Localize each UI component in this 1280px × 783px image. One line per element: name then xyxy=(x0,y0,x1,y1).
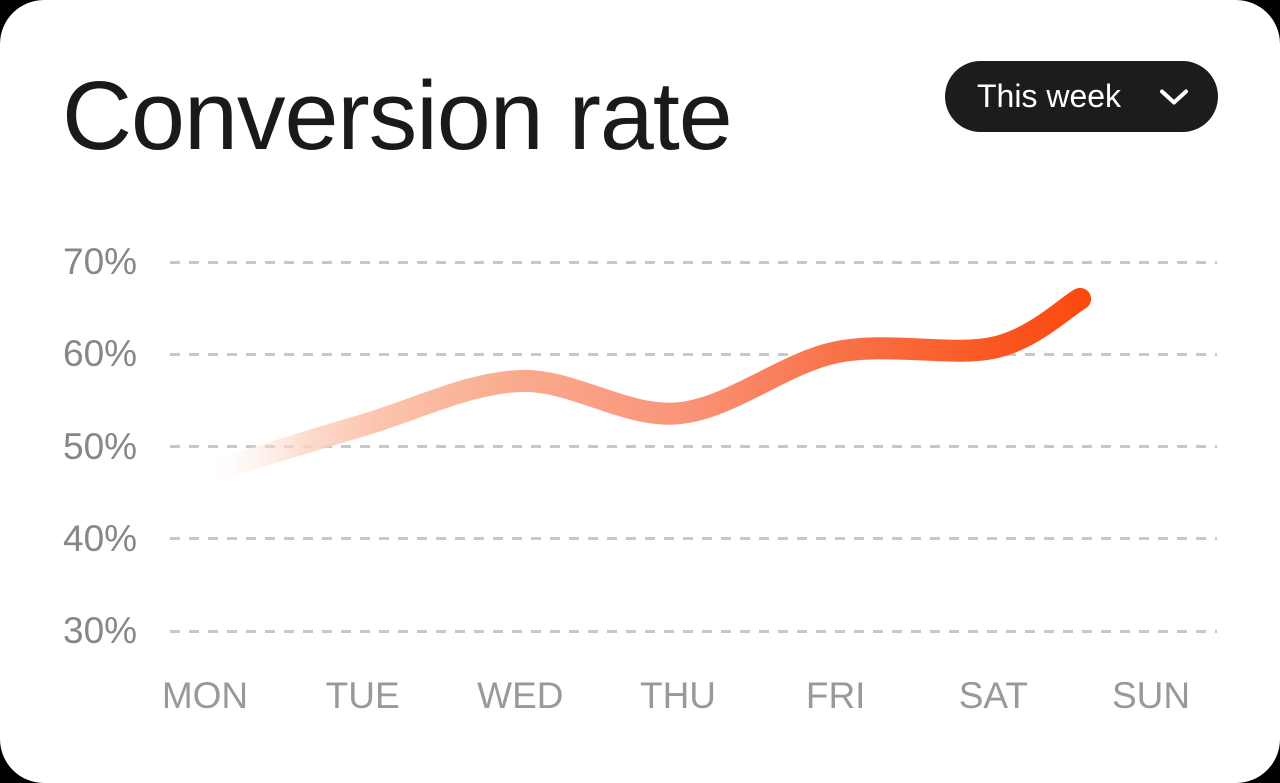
gridline-40 xyxy=(170,537,1217,541)
x-axis-label-sun: SUN xyxy=(1111,675,1191,716)
x-axis-label-wed: WED xyxy=(477,675,564,716)
gridline-70 xyxy=(170,260,1217,264)
page-title: Conversion rate xyxy=(62,61,733,170)
y-axis-label-40: 40% xyxy=(63,517,138,559)
y-axis-label-30: 30% xyxy=(63,610,138,651)
x-axis-label-tue: TUE xyxy=(325,675,400,716)
period-selector-button[interactable]: This week xyxy=(945,61,1218,132)
gridline-50 xyxy=(170,445,1217,448)
gridline-60 xyxy=(170,352,1217,356)
y-axis-label-50: 50% xyxy=(63,425,138,467)
y-axis-label-60: 60% xyxy=(63,333,138,375)
x-axis-label-thu: THU xyxy=(639,675,717,716)
period-selector-label: This week xyxy=(977,78,1122,114)
x-axis-label-sat: SAT xyxy=(958,675,1028,716)
x-axis-label-fri: FRI xyxy=(805,675,866,716)
x-axis-label-mon: MON xyxy=(161,675,249,716)
y-axis-label-70: 70% xyxy=(63,241,138,282)
chevron-down-icon xyxy=(1160,89,1188,104)
gridline-30 xyxy=(170,629,1217,633)
